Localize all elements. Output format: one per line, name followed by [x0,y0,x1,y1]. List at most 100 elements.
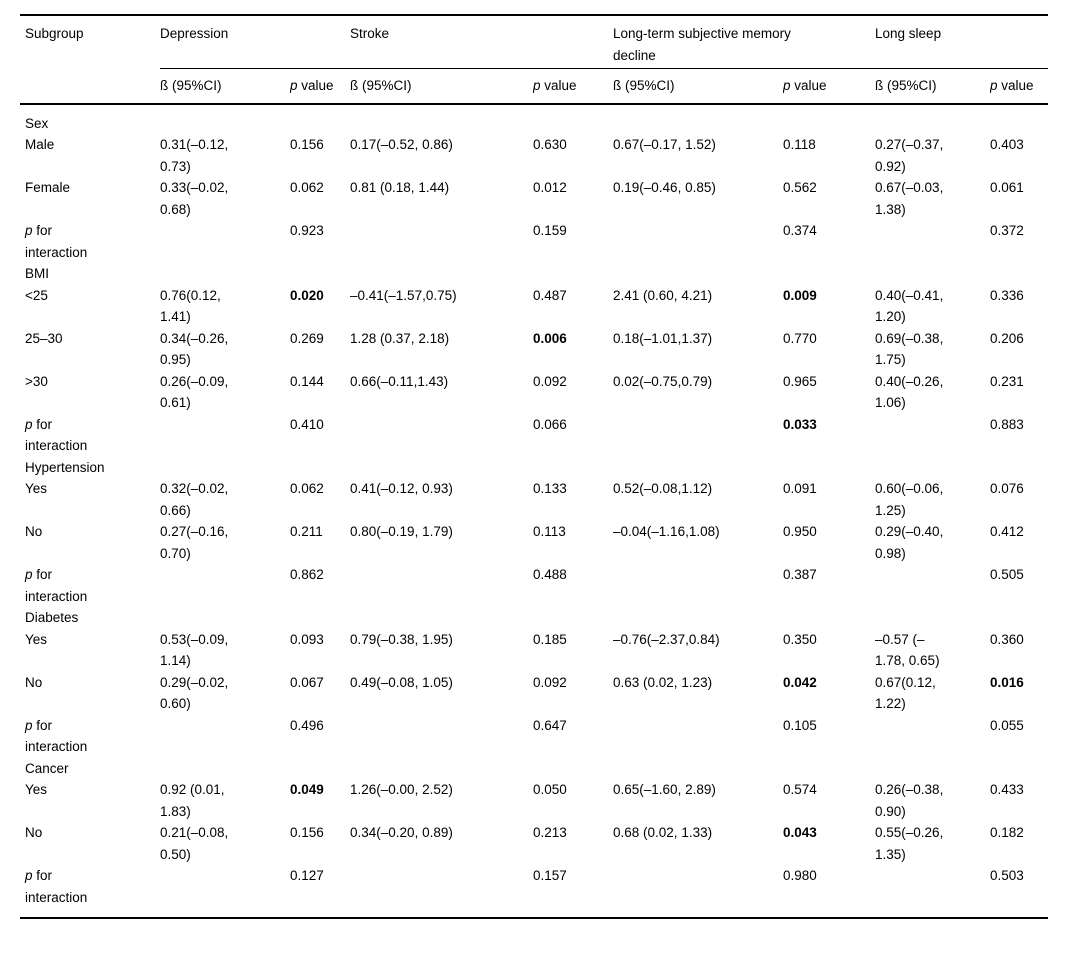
p-value-cell: 0.350 [783,631,817,647]
beta-cell-empty [613,220,783,263]
column-header-subgroup: Subgroup [25,26,84,41]
p-value-cell: 0.372 [990,223,1024,238]
sub-header-row: ß (95%CI) p value ß (95%CI) p value ß (9… [20,68,1049,105]
beta-cell-empty [350,220,533,263]
p-value-cell: 0.033 [783,416,817,432]
table-header: Subgroup Depression Stroke Long-term sub… [20,15,1049,105]
p-value-cell: 0.055 [990,717,1024,733]
p-value-cell: 0.923 [290,223,324,238]
beta-cell: 1.28 (0.37, 2.18) [350,330,450,346]
p-value-cell: 0.091 [783,481,817,496]
p-interaction-label-rest: for interaction [25,223,88,260]
beta-cell: –0.04(–1.16,1.08) [613,524,720,539]
p-value-cell: 0.410 [290,416,324,432]
p-value-cell: 0.487 [533,287,567,303]
section-row: Cancer [20,758,1048,780]
table-row: >30 0.26(–0.09, 0.61) 0.144 0.66(–0.11,1.43… [20,371,1048,414]
p-value-cell: 0.185 [533,631,567,647]
p-value-cell: 0.211 [290,524,323,539]
beta-cell: 0.67(–0.17, 1.52) [613,137,716,152]
p-value-cell: 0.012 [533,180,567,195]
p-interaction-label-p: p [25,868,33,883]
p-interaction-row: p for interaction 0.862 0.488 0.387 0.505 [20,564,1048,607]
beta-cell-empty [613,715,783,758]
beta-cell: 0.66(–0.11,1.43) [350,373,449,389]
row-label: No [25,674,43,690]
column-group-stroke: Stroke [350,15,614,69]
beta-cell: 0.68 (0.02, 1.33) [613,825,713,840]
table-row: 25–30 0.34(–0.26, 0.95) 0.269 1.28 (0.37, 2… [20,328,1048,371]
p-value-cell: 0.020 [290,287,324,303]
beta-cell: 0.27(–0.37, 0.92) [875,137,944,174]
beta-cell-empty [160,564,290,607]
sub-header-beta-sleep: ß (95%CI) [875,68,991,105]
column-group-long-sleep-label: Long sleep [875,26,942,41]
table-row: No 0.29(–0.02, 0.60) 0.067 0.49(–0.08, 1.05… [20,672,1048,715]
p-value-cell: 0.433 [990,782,1024,797]
p-value-cell: 0.883 [990,416,1024,432]
beta-cell-empty [613,865,783,918]
p-value-cell: 0.647 [533,717,567,733]
row-label: No [25,825,43,840]
p-value-cell: 0.118 [783,137,816,152]
beta-cell: –0.76(–2.37,0.84) [613,631,720,647]
row-label: Yes [25,631,48,647]
group-header-row: Subgroup Depression Stroke Long-term sub… [20,15,1049,69]
beta-cell: 0.27(–0.16, 0.70) [160,524,229,561]
row-label: p for interaction [20,414,160,457]
p-value-cell: 0.488 [533,567,567,582]
p-value-cell: 0.496 [290,717,324,733]
sub-header-beta-stroke: ß (95%CI) [350,68,534,105]
column-group-depression-label: Depression [160,26,229,41]
table-row: <25 0.76(0.12, 1.41) 0.020 –0.41(–1.57,0.75… [20,285,1048,328]
beta-cell: 0.17(–0.52, 0.86) [350,137,453,152]
row-label: Male [25,137,55,152]
p-value-cell: 0.503 [990,868,1024,883]
beta-cell: 0.41(–0.12, 0.93) [350,481,453,496]
section-row: BMI [20,263,1048,285]
beta-cell: 0.31(–0.12, 0.73) [160,137,229,174]
p-value-cell: 0.980 [783,868,817,883]
p-value-cell: 0.206 [990,330,1024,346]
beta-cell: 2.41 (0.60, 4.21) [613,287,713,303]
column-group-memory-decline: Long-term subjective memory decline [613,15,876,69]
sub-header-p-memory: p value [783,68,876,105]
beta-cell: 0.34(–0.26, 0.95) [160,330,229,368]
beta-cell-empty [160,715,290,758]
beta-cell: 0.18(–1.01,1.37) [613,330,713,346]
sub-header-beta-depression: ß (95%CI) [160,68,290,105]
p-value-cell: 0.009 [783,287,817,303]
beta-cell-empty [875,220,990,263]
p-interaction-row: p for interaction 0.410 0.066 0.033 0.883 [20,414,1048,457]
beta-cell-empty [160,865,290,918]
column-group-long-sleep: Long sleep [875,15,1049,69]
p-value-cell: 0.144 [290,373,324,389]
p-interaction-row: p for interaction 0.923 0.159 0.374 0.372 [20,220,1048,263]
beta-cell: 0.33(–0.02, 0.68) [160,180,229,217]
p-value-cell: 0.156 [290,137,324,152]
p-value-cell: 0.156 [290,825,324,840]
table-row: Yes 0.92 (0.01, 1.83) 0.049 1.26(–0.00, 2.5… [20,779,1048,822]
sub-header-p-depression: p value [290,68,351,105]
beta-cell: 0.02(–0.75,0.79) [613,373,713,389]
beta-cell-empty [160,414,290,457]
beta-cell: 0.29(–0.40, 0.98) [875,524,944,561]
beta-cell: 0.40(–0.26, 1.06) [875,373,944,411]
section-label: Cancer [25,760,69,776]
p-value-cell: 0.505 [990,567,1024,582]
row-label: p for interaction [20,865,160,918]
p-value-cell: 0.133 [533,481,567,496]
row-label: Female [25,180,71,195]
beta-cell: 0.92 (0.01, 1.83) [160,782,225,819]
table-body: Sex Male 0.31(–0.12, 0.73) 0.156 0.17(–0.52,… [20,104,1048,919]
beta-cell-empty [350,715,533,758]
beta-cell: 0.40(–0.41, 1.20) [875,287,944,325]
p-value-cell: 0.336 [990,287,1024,303]
p-value-cell: 0.231 [990,373,1024,389]
beta-cell: 0.19(–0.46, 0.85) [613,180,716,195]
beta-cell: 0.34(–0.20, 0.89) [350,825,453,840]
subgroup-analysis-table: Subgroup Depression Stroke Long-term sub… [20,14,1049,919]
p-interaction-label-p: p [25,717,33,733]
p-value-cell: 0.157 [533,868,567,883]
